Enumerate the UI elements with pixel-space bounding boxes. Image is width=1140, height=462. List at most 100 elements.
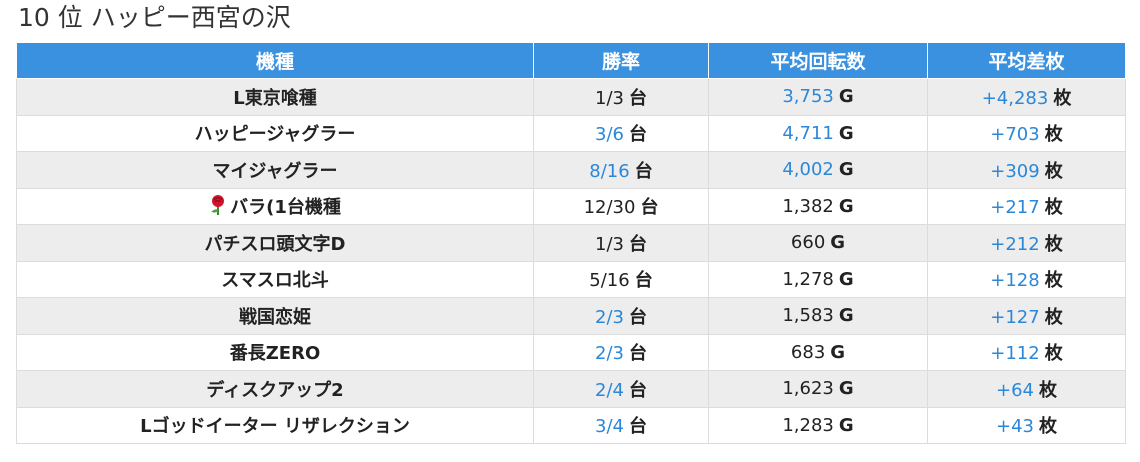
avg-diff-cell-value[interactable]: +128: [990, 270, 1040, 292]
win-rate-cell-unit: 台: [628, 343, 647, 365]
win-rate-cell-value: 5/16: [589, 270, 630, 292]
avg-diff-cell: +309 枚: [927, 151, 1126, 189]
header-avg-diff[interactable]: 平均差枚: [927, 42, 1126, 79]
avg-spins-cell: 4,002 G: [708, 151, 928, 189]
header-avg-spins[interactable]: 平均回転数: [708, 42, 928, 79]
avg-spins-cell-unit: G: [838, 159, 854, 181]
machine-name[interactable]: L東京喰種: [233, 87, 317, 109]
table-row[interactable]: パチスロ頭文字D 1/3 台 660 G +212 枚: [16, 224, 1126, 262]
table-row[interactable]: マイジャグラー 8/16 台 4,002 G +309 枚: [16, 151, 1126, 189]
machine-cell[interactable]: L東京喰種: [16, 78, 534, 116]
win-rate-cell-value[interactable]: 2/4: [595, 379, 624, 401]
table-row[interactable]: ハッピージャグラー 3/6 台 4,711 G +703 枚: [16, 114, 1126, 152]
avg-diff-cell-unit: 枚: [1039, 416, 1057, 438]
avg-diff-cell-unit: 枚: [1053, 87, 1072, 109]
machine-name[interactable]: 番長ZERO: [229, 343, 321, 365]
avg-diff-cell: +112 枚: [927, 333, 1126, 371]
avg-diff-cell-value[interactable]: +703: [990, 124, 1040, 146]
table-row[interactable]: 戦国恋姫 2/3 台 1,583 G +127 枚: [16, 297, 1126, 335]
machine-name[interactable]: Lゴッドイーター リザレクション: [140, 416, 410, 438]
avg-spins-cell-unit: G: [838, 122, 854, 144]
avg-diff-cell-value[interactable]: +43: [996, 416, 1034, 438]
avg-spins-cell: 660 G: [708, 224, 928, 262]
machine-cell[interactable]: パチスロ頭文字D: [16, 224, 534, 262]
avg-spins-cell-unit: G: [838, 414, 854, 436]
avg-diff-cell-value[interactable]: +64: [996, 379, 1034, 401]
rose-icon: [209, 194, 227, 216]
machine-cell[interactable]: マイジャグラー: [16, 151, 534, 189]
table-row[interactable]: バラ(1台機種 12/30 台 1,382 G +217 枚: [16, 187, 1126, 225]
avg-spins-cell-unit: G: [830, 232, 846, 254]
win-rate-cell-value[interactable]: 8/16: [589, 160, 630, 182]
table-row[interactable]: スマスロ北斗 5/16 台 1,278 G +128 枚: [16, 260, 1126, 298]
ranking-table: 機種 勝率 平均回転数 平均差枚 L東京喰種 1/3 台 3,753 G +4,283 枚ハ…: [16, 42, 1126, 444]
avg-spins-cell-value: 1,283: [782, 414, 834, 436]
win-rate-cell-unit: 台: [640, 197, 659, 219]
win-rate-cell: 2/3 台: [533, 333, 709, 371]
win-rate-cell-unit: 台: [628, 416, 647, 438]
table-row[interactable]: ディスクアップ2 2/4 台 1,623 G +64 枚: [16, 370, 1126, 408]
win-rate-cell-unit: 台: [634, 270, 653, 292]
win-rate-cell-unit: 台: [628, 379, 647, 401]
win-rate-cell: 1/3 台: [533, 78, 709, 116]
avg-spins-cell-unit: G: [838, 305, 854, 327]
header-machine[interactable]: 機種: [16, 42, 534, 79]
avg-diff-cell-unit: 枚: [1044, 270, 1063, 292]
avg-diff-cell-unit: 枚: [1044, 197, 1063, 219]
machine-cell[interactable]: スマスロ北斗: [16, 260, 534, 298]
win-rate-cell-value[interactable]: 3/6: [595, 124, 624, 146]
machine-name[interactable]: マイジャグラー: [212, 160, 338, 182]
page-title: 10 位 ハッピー西宮の沢: [18, 3, 291, 32]
machine-name[interactable]: ディスクアップ2: [206, 379, 344, 401]
avg-diff-cell-unit: 枚: [1044, 124, 1063, 146]
win-rate-cell: 1/3 台: [533, 224, 709, 262]
machine-cell[interactable]: ディスクアップ2: [16, 370, 534, 408]
avg-spins-cell-unit: G: [838, 195, 854, 217]
win-rate-cell: 2/4 台: [533, 370, 709, 408]
machine-cell[interactable]: 番長ZERO: [16, 333, 534, 371]
avg-spins-cell-value[interactable]: 3,753: [782, 86, 834, 108]
machine-name[interactable]: バラ(1台機種: [230, 197, 341, 219]
avg-diff-cell-unit: 枚: [1044, 306, 1063, 328]
avg-diff-cell-unit: 枚: [1044, 233, 1063, 255]
avg-diff-cell-unit: 枚: [1044, 343, 1063, 365]
avg-diff-cell-value[interactable]: +4,283: [981, 87, 1049, 109]
win-rate-cell-unit: 台: [628, 124, 647, 146]
table-body: L東京喰種 1/3 台 3,753 G +4,283 枚ハッピージャグラー 3/6 台 4,711…: [16, 78, 1126, 444]
win-rate-cell: 5/16 台: [533, 260, 709, 298]
win-rate-cell-value[interactable]: 3/4: [595, 416, 624, 438]
avg-diff-cell-value[interactable]: +112: [990, 343, 1040, 365]
avg-diff-cell-value[interactable]: +212: [990, 233, 1040, 255]
machine-name[interactable]: 戦国恋姫: [239, 306, 311, 328]
machine-cell[interactable]: バラ(1台機種: [16, 187, 534, 225]
avg-spins-cell-value: 1,623: [782, 378, 834, 400]
avg-spins-cell-value[interactable]: 4,711: [782, 122, 834, 144]
avg-spins-cell-value: 1,382: [782, 195, 834, 217]
machine-cell[interactable]: Lゴッドイーター リザレクション: [16, 406, 534, 444]
avg-spins-cell-unit: G: [838, 268, 854, 290]
avg-diff-cell-value[interactable]: +127: [990, 306, 1040, 328]
avg-spins-cell-value[interactable]: 4,002: [782, 159, 834, 181]
table-row[interactable]: 番長ZERO 2/3 台 683 G +112 枚: [16, 333, 1126, 371]
machine-cell[interactable]: ハッピージャグラー: [16, 114, 534, 152]
table-row[interactable]: L東京喰種 1/3 台 3,753 G +4,283 枚: [16, 78, 1126, 116]
avg-diff-cell-value[interactable]: +217: [990, 197, 1040, 219]
avg-diff-cell-value[interactable]: +309: [990, 160, 1040, 182]
machine-name[interactable]: スマスロ北斗: [221, 270, 329, 292]
win-rate-cell: 12/30 台: [533, 187, 709, 225]
table-row[interactable]: Lゴッドイーター リザレクション 3/4 台 1,283 G +43 枚: [16, 406, 1126, 444]
table-header-row: 機種 勝率 平均回転数 平均差枚: [16, 42, 1126, 79]
machine-name[interactable]: ハッピージャグラー: [194, 124, 356, 146]
avg-diff-cell: +212 枚: [927, 224, 1126, 262]
avg-diff-cell: +128 枚: [927, 260, 1126, 298]
win-rate-cell-unit: 台: [628, 306, 647, 328]
avg-diff-cell-unit: 枚: [1039, 379, 1057, 401]
win-rate-cell-value: 1/3: [595, 87, 624, 109]
avg-spins-cell-value: 660: [790, 232, 826, 254]
machine-cell[interactable]: 戦国恋姫: [16, 297, 534, 335]
win-rate-cell-value[interactable]: 2/3: [595, 306, 624, 328]
header-win-rate[interactable]: 勝率: [533, 42, 709, 79]
win-rate-cell-value[interactable]: 2/3: [595, 343, 624, 365]
machine-name[interactable]: パチスロ頭文字D: [204, 233, 346, 255]
win-rate-cell-unit: 台: [634, 160, 653, 182]
